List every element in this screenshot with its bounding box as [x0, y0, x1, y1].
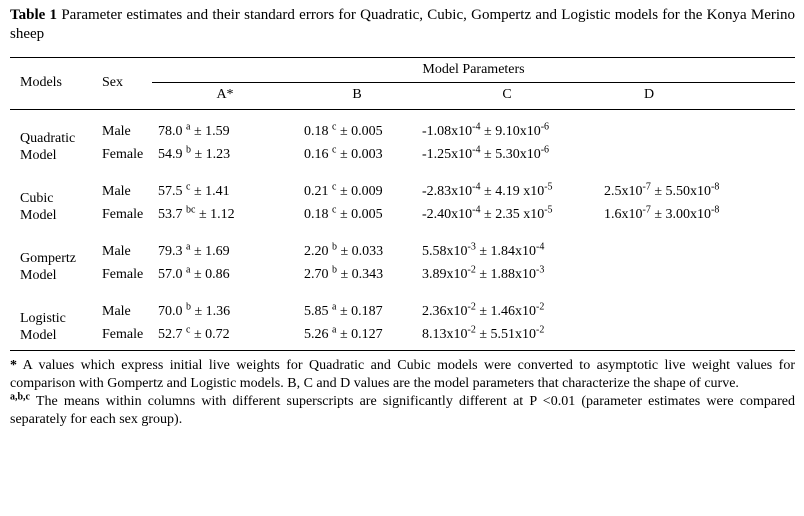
- param-c-value: 5.58x10-3 ± 1.84x10-4: [422, 241, 545, 260]
- param-b-value: 0.21 c ± 0.009: [304, 181, 383, 200]
- footnote-superscripts: a,b,c The means within columns with diff…: [10, 391, 795, 429]
- param-a-value: 79.3 a ± 1.69: [158, 241, 230, 260]
- param-a-value: 78.0 a ± 1.59: [158, 121, 230, 140]
- table-row: Logistic Model Male 70.0 b ± 1.36 5.85 a ± …: [10, 290, 795, 343]
- param-d-value: 2.5x10-7 ± 5.50x10-8: [604, 181, 720, 200]
- table-header: Models Sex Model Parameters A* B C D: [10, 57, 795, 111]
- sex-cell: Female: [102, 147, 144, 163]
- header-sex: Sex: [98, 57, 152, 111]
- header-model-parameters: Model Parameters: [152, 57, 795, 84]
- footnote-asterisk: * A values which express initial live we…: [10, 357, 795, 393]
- model-name-cell: Logistic Model: [20, 310, 66, 344]
- footnote-asterisk-text: A values which express initial live weig…: [10, 357, 795, 392]
- param-d-value: [598, 140, 795, 170]
- param-c-value: -2.83x10-4 ± 4.19 x10-5: [422, 181, 553, 200]
- param-a-value: 57.5 c ± 1.41: [158, 181, 230, 200]
- table-row: Gompertz Model Male 79.3 a ± 1.69 2.20 b ± …: [10, 230, 795, 283]
- table-number: Table 1: [10, 7, 58, 23]
- sex-cell: Female: [102, 207, 144, 223]
- table-row: Cubic Model Male 57.5 c ± 1.41 0.21 c ± 0.0…: [10, 170, 795, 223]
- param-c-value: -2.40x10-4 ± 2.35 x10-5: [422, 204, 553, 223]
- header-param-c: C: [416, 82, 598, 111]
- sex-cell: Male: [102, 124, 131, 140]
- table-row: Female 57.0 a ± 0.86 2.70 b ± 0.343 3.89x10…: [10, 260, 795, 290]
- header-param-a: A*: [152, 82, 298, 111]
- header-param-d: D: [598, 82, 795, 111]
- param-b-value: 2.70 b ± 0.343: [304, 264, 384, 283]
- param-d-value: [598, 290, 795, 320]
- param-d-value: [598, 110, 795, 141]
- param-a-value: 57.0 a ± 0.86: [158, 264, 230, 283]
- table-row: Female 52.7 c ± 0.72 5.26 a ± 0.127 8.13x10…: [10, 320, 795, 350]
- param-a-value: 52.7 c ± 0.72: [158, 324, 230, 343]
- param-d-value: 1.6x10-7 ± 3.00x10-8: [604, 204, 720, 223]
- param-a-value: 53.7 bc ± 1.12: [158, 204, 235, 223]
- model-name-cell: Quadratic Model: [20, 130, 76, 164]
- sex-cell: Male: [102, 304, 131, 320]
- param-a-value: 70.0 b ± 1.36: [158, 301, 231, 320]
- param-d-value: [598, 230, 795, 260]
- param-b-value: 0.18 c ± 0.005: [304, 121, 383, 140]
- table-row: Female 53.7 bc ± 1.12 0.18 c ± 0.005 -2.40x…: [10, 200, 795, 230]
- param-c-value: 2.36x10-2 ± 1.46x10-2: [422, 301, 545, 320]
- caption-text: Parameter estimates and their standard e…: [10, 7, 796, 43]
- param-c-value: -1.08x10-4 ± 9.10x10-6: [422, 121, 550, 140]
- table-body: Quadratic Model Male 78.0 a ± 1.59 0.18 c ±…: [10, 110, 795, 351]
- sex-cell: Female: [102, 267, 144, 283]
- footnote-superscripts-marker: a,b,c: [10, 391, 30, 403]
- param-c-value: -1.25x10-4 ± 5.30x10-6: [422, 144, 550, 163]
- footnote-asterisk-marker: *: [10, 357, 17, 373]
- parameter-table: Models Sex Model Parameters A* B C D Qua…: [10, 57, 795, 351]
- table-row: Quadratic Model Male 78.0 a ± 1.59 0.18 c ±…: [10, 110, 795, 163]
- header-row-params: A* B C D: [10, 82, 795, 111]
- param-b-value: 2.20 b ± 0.033: [304, 241, 384, 260]
- footnote-superscripts-text: The means within columns with different …: [10, 394, 795, 428]
- header-models: Models: [10, 57, 98, 111]
- param-b-value: 5.85 a ± 0.187: [304, 301, 383, 320]
- param-c-value: 8.13x10-2 ± 5.51x10-2: [422, 324, 545, 343]
- header-param-b: B: [298, 82, 416, 111]
- sex-cell: Female: [102, 327, 144, 343]
- table-caption: Table 1 Parameter estimates and their st…: [10, 6, 795, 44]
- model-name-cell: Cubic Model: [20, 190, 57, 224]
- param-d-value: [598, 320, 795, 350]
- param-a-value: 54.9 b ± 1.23: [158, 144, 231, 163]
- param-b-value: 5.26 a ± 0.127: [304, 324, 383, 343]
- param-d-value: [598, 260, 795, 290]
- header-row-group: Models Sex Model Parameters: [10, 57, 795, 111]
- sex-cell: Male: [102, 244, 131, 260]
- footnotes-section: * A values which express initial live we…: [10, 357, 795, 430]
- sex-cell: Male: [102, 184, 131, 200]
- model-name-cell: Gompertz Model: [20, 250, 76, 284]
- param-b-value: 0.16 c ± 0.003: [304, 144, 383, 163]
- table-row: Female 54.9 b ± 1.23 0.16 c ± 0.003 -1.25x1…: [10, 140, 795, 170]
- param-b-value: 0.18 c ± 0.005: [304, 204, 383, 223]
- param-c-value: 3.89x10-2 ± 1.88x10-3: [422, 264, 545, 283]
